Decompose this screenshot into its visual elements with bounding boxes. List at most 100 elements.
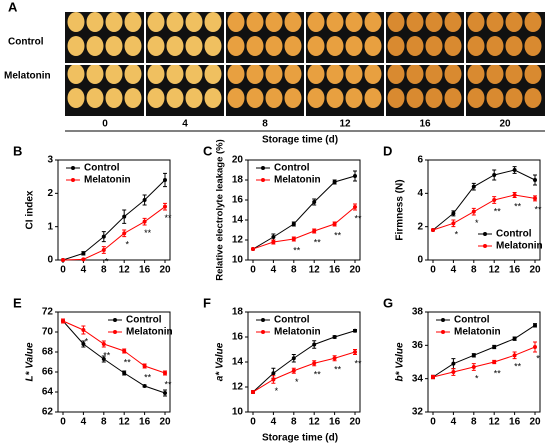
legend-label: Control (84, 163, 120, 174)
series-line (432, 169, 536, 231)
plot-frame (57, 311, 171, 413)
fruit (524, 88, 542, 108)
legend-label: Melatonin (274, 327, 321, 338)
legend-marker (113, 330, 117, 334)
panel-label: B (13, 143, 22, 158)
significance: ** (164, 213, 172, 223)
x-tick-label: 0 (430, 265, 436, 276)
marker (291, 237, 296, 241)
row-label: Melatonin (4, 71, 51, 82)
marker (271, 235, 276, 239)
significance: ** (354, 358, 362, 368)
plot-frame (427, 159, 541, 261)
legend-label: Control (274, 315, 310, 326)
marker (512, 336, 517, 341)
legend-marker (483, 244, 487, 248)
significance: ** (494, 206, 502, 216)
marker (101, 342, 106, 346)
significance: * (475, 218, 479, 228)
fruit (444, 64, 462, 84)
marker (451, 221, 456, 226)
marker (122, 349, 127, 353)
y-tick-label: 2 (47, 188, 53, 199)
fruit (124, 12, 142, 32)
marker (353, 328, 357, 333)
marker (492, 360, 497, 364)
panel-label: C (203, 143, 213, 158)
fruit (307, 36, 325, 56)
marker (471, 209, 476, 214)
significance: ** (144, 228, 152, 238)
fruit (406, 12, 424, 32)
y-tick-label: 66 (42, 367, 54, 378)
x-tick-label: 12 (489, 265, 501, 276)
significance: ** (103, 350, 111, 360)
significance: ** (293, 245, 301, 255)
significance: * (475, 373, 479, 383)
panel-label: D (383, 143, 392, 158)
legend-marker (261, 178, 265, 182)
fruit (246, 12, 264, 32)
significance: ** (354, 213, 362, 223)
marker (512, 168, 517, 172)
significance: * (455, 230, 459, 240)
y-axis-label: CI index (25, 190, 36, 229)
marker (332, 356, 337, 361)
fruit (147, 36, 165, 56)
fruit (505, 36, 523, 56)
series-line (432, 194, 536, 231)
fruit (105, 12, 123, 32)
fruit (105, 88, 123, 108)
day-label: 0 (102, 119, 108, 130)
marker (431, 375, 435, 379)
y-tick-label: 70 (42, 327, 54, 338)
fruit (284, 12, 302, 32)
fruit (524, 36, 542, 56)
x-tick-label: 12 (119, 417, 131, 428)
y-axis-label: Relative electrolyte leakage (%) (215, 139, 226, 281)
fruit (86, 36, 104, 56)
fruit (227, 36, 245, 56)
significance: ** (164, 379, 172, 389)
series-line (252, 330, 356, 393)
legend-label: Control (126, 315, 162, 326)
fruit (86, 12, 104, 32)
legend-label: Control (496, 229, 532, 240)
marker (312, 342, 317, 347)
y-tick-label: 6 (417, 155, 423, 166)
x-tick-label: 0 (60, 265, 66, 276)
marker (101, 234, 106, 239)
marker (142, 384, 147, 388)
series-line (252, 351, 356, 393)
fruit (204, 12, 222, 32)
significance: ** (144, 372, 152, 382)
fruit (166, 36, 184, 56)
y-tick-label: 10 (232, 255, 244, 266)
y-axis-label: Firmness (N) (395, 179, 406, 240)
fruit (265, 12, 283, 32)
day-label: 4 (182, 119, 188, 130)
series-line (62, 179, 166, 261)
panel-label: G (383, 295, 393, 310)
fruit (486, 64, 504, 84)
plot-frame (57, 159, 171, 261)
panel-label: A (8, 0, 18, 14)
series-line (252, 206, 356, 250)
legend-marker (261, 166, 265, 170)
y-tick-label: 38 (412, 307, 424, 318)
marker (291, 356, 296, 361)
marker (163, 391, 167, 395)
marker (163, 178, 167, 182)
fruit (345, 36, 363, 56)
significance: * (536, 353, 540, 363)
fruit (246, 88, 264, 108)
marker (291, 222, 296, 226)
fruit (227, 64, 245, 84)
y-axis-label: L* Value (25, 342, 36, 382)
fruit (166, 64, 184, 84)
fruit (444, 12, 462, 32)
fruit (86, 64, 104, 84)
fruit (406, 88, 424, 108)
series-line (432, 346, 536, 378)
